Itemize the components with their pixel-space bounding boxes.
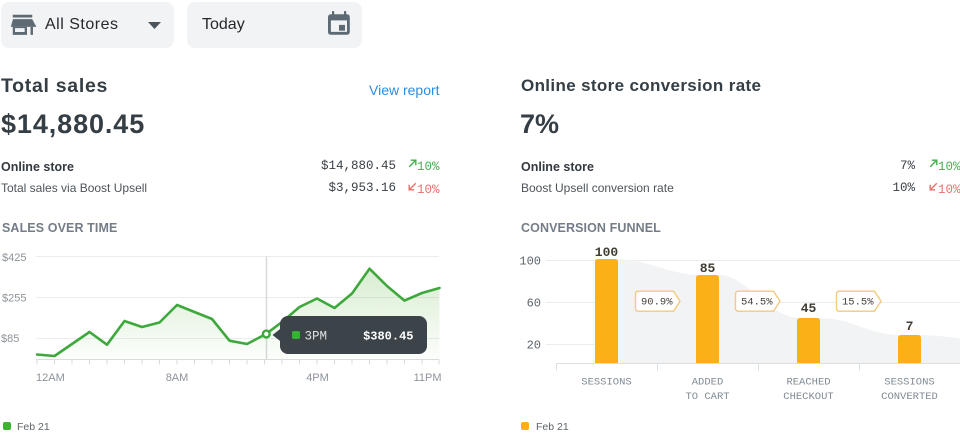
svg-text:20: 20: [527, 339, 541, 353]
svg-text:TO CART: TO CART: [685, 391, 729, 403]
svg-text:100: 100: [519, 255, 541, 269]
svg-text:11PM: 11PM: [414, 372, 442, 384]
svg-text:REACHED: REACHED: [786, 377, 830, 389]
svg-text:4PM: 4PM: [306, 372, 329, 384]
svg-text:SESSIONS: SESSIONS: [581, 377, 631, 389]
svg-text:$255: $255: [2, 293, 26, 305]
svg-text:$425: $425: [2, 252, 26, 264]
svg-text:ADDED: ADDED: [692, 377, 724, 389]
svg-text:15.5%: 15.5%: [842, 297, 874, 309]
svg-text:85: 85: [700, 261, 716, 276]
svg-text:60: 60: [527, 297, 541, 311]
svg-text:SESSIONS: SESSIONS: [884, 377, 934, 389]
svg-text:$380.45: $380.45: [363, 330, 413, 344]
svg-text:8AM: 8AM: [166, 372, 189, 384]
svg-text:90.9%: 90.9%: [641, 297, 673, 309]
svg-text:CONVERTED: CONVERTED: [881, 391, 938, 403]
svg-text:45: 45: [801, 301, 817, 316]
svg-text:100: 100: [595, 245, 619, 260]
svg-text:7: 7: [906, 319, 914, 334]
svg-text:12AM: 12AM: [36, 372, 65, 384]
svg-text:54.5%: 54.5%: [741, 297, 773, 309]
svg-text:3PM: 3PM: [305, 330, 328, 344]
svg-text:CHECKOUT: CHECKOUT: [783, 391, 833, 403]
svg-text:$85: $85: [1, 333, 19, 345]
